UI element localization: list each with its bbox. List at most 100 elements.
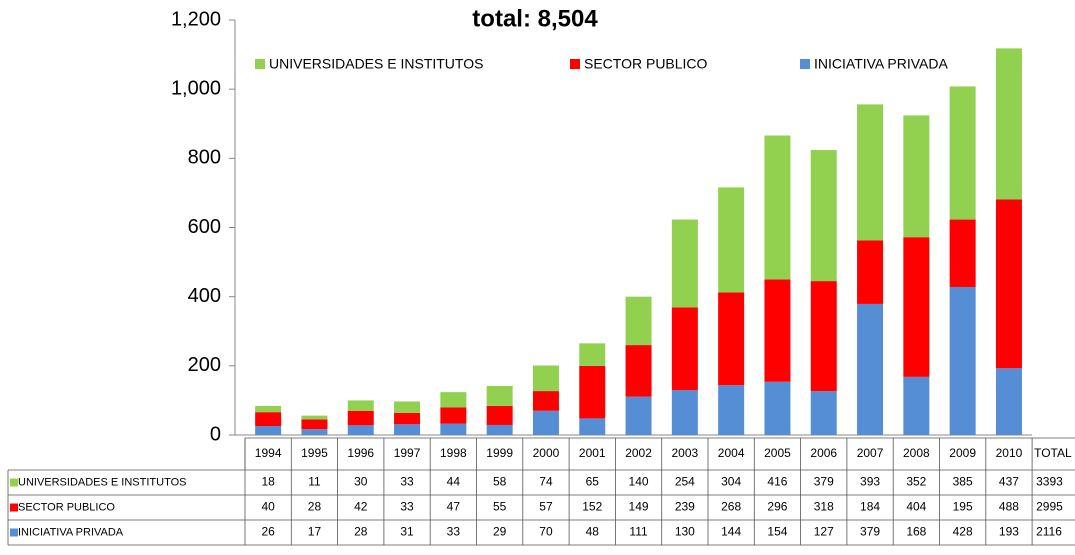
bar: [440, 423, 467, 435]
table-cell: 33: [447, 525, 461, 539]
table-cell: 488: [999, 500, 1019, 514]
bar: [718, 292, 745, 386]
table-row-label: UNIVERSIDADES E INSTITUTOS: [18, 476, 187, 488]
table-cell: 437: [999, 475, 1019, 489]
bar: [810, 150, 837, 282]
table-cell: 304: [721, 475, 741, 489]
table-cell: 111: [629, 525, 648, 539]
y-tick-label: 800: [188, 147, 221, 169]
bar: [903, 376, 930, 435]
table-row-label: SECTOR PUBLICO: [18, 501, 115, 513]
bar: [486, 405, 513, 425]
y-tick-label: 600: [188, 216, 221, 238]
bar: [810, 281, 837, 392]
bar: [995, 368, 1022, 435]
table-cell: 127: [814, 525, 834, 539]
chart-title: total: 8,504: [472, 5, 598, 32]
bar: [255, 426, 282, 435]
bar: [718, 187, 745, 293]
legend-label: INICIATIVA PRIVADA: [814, 56, 948, 72]
bar: [486, 424, 513, 435]
table-cell: 254: [675, 475, 695, 489]
x-tick-label: 1998: [440, 446, 467, 460]
x-tick-label: 1994: [255, 446, 282, 460]
x-tick-label: 2009: [949, 446, 976, 460]
bar: [440, 407, 467, 424]
bar: [671, 307, 698, 391]
table-cell: 428: [953, 525, 973, 539]
table-cell: 65: [586, 475, 600, 489]
table-cell: 17: [308, 525, 322, 539]
legend-label: SECTOR PUBLICO: [584, 56, 708, 72]
table-cell: 379: [860, 525, 880, 539]
bar: [579, 365, 606, 419]
bar: [949, 86, 976, 220]
table-cell: 11: [308, 475, 321, 489]
table-total: 2995: [1036, 500, 1063, 514]
bar: [394, 401, 421, 413]
table-cell: 58: [493, 475, 507, 489]
table-cell: 416: [767, 475, 787, 489]
y-tick-label: 1,200: [171, 8, 221, 30]
table-cell: 404: [906, 500, 926, 514]
y-tick-label: 0: [210, 423, 221, 445]
table-cell: 40: [261, 500, 275, 514]
x-tick-label: 2003: [671, 446, 698, 460]
legend-label: UNIVERSIDADES E INSTITUTOS: [269, 56, 483, 72]
table-cell: 55: [493, 500, 507, 514]
table-cell: 168: [906, 525, 926, 539]
bar: [301, 415, 328, 420]
bar: [255, 412, 282, 427]
table-cell: 144: [721, 525, 741, 539]
table-cell: 195: [953, 500, 973, 514]
x-tick-label: 2010: [996, 446, 1023, 460]
bar: [995, 48, 1022, 200]
bar: [857, 104, 884, 241]
table-cell: 26: [261, 525, 275, 539]
bar: [394, 412, 421, 425]
bar: [949, 286, 976, 435]
table-cell: 318: [814, 500, 834, 514]
x-tick-label: 2006: [810, 446, 837, 460]
table-cell: 28: [308, 500, 322, 514]
bar: [671, 219, 698, 308]
bar: [532, 391, 559, 411]
x-tick-label: 2008: [903, 446, 930, 460]
legend-swatch: [570, 59, 580, 69]
table-cell: 393: [860, 475, 880, 489]
bar: [764, 279, 791, 382]
bar: [625, 396, 652, 435]
bar: [532, 410, 559, 435]
table-cell: 18: [261, 475, 275, 489]
bar: [764, 135, 791, 280]
table-cell: 193: [999, 525, 1019, 539]
bar: [625, 345, 652, 397]
table-cell: 74: [539, 475, 553, 489]
table-total: 2116: [1036, 525, 1062, 539]
bar: [579, 343, 606, 366]
y-tick-label: 400: [188, 285, 221, 307]
table-swatch: [10, 478, 18, 487]
bar: [301, 419, 328, 430]
bar: [440, 392, 467, 408]
table-cell: 42: [354, 500, 368, 514]
bar: [625, 296, 652, 346]
bar: [810, 391, 837, 435]
x-tick-label: 2001: [579, 446, 606, 460]
bar: [347, 425, 374, 435]
table-row-label: INICIATIVA PRIVADA: [18, 526, 124, 538]
bar: [857, 303, 884, 435]
table-cell: 352: [906, 475, 926, 489]
bar: [764, 381, 791, 435]
y-tick-label: 200: [188, 354, 221, 376]
x-tick-label: 2007: [857, 446, 884, 460]
table-cell: 154: [767, 525, 787, 539]
table-cell: 184: [860, 500, 880, 514]
table-swatch: [10, 503, 18, 512]
table-cell: 44: [447, 475, 461, 489]
x-tick-label: 2005: [764, 446, 791, 460]
table-cell: 239: [675, 500, 695, 514]
table-cell: 33: [400, 500, 414, 514]
bar: [903, 237, 930, 377]
